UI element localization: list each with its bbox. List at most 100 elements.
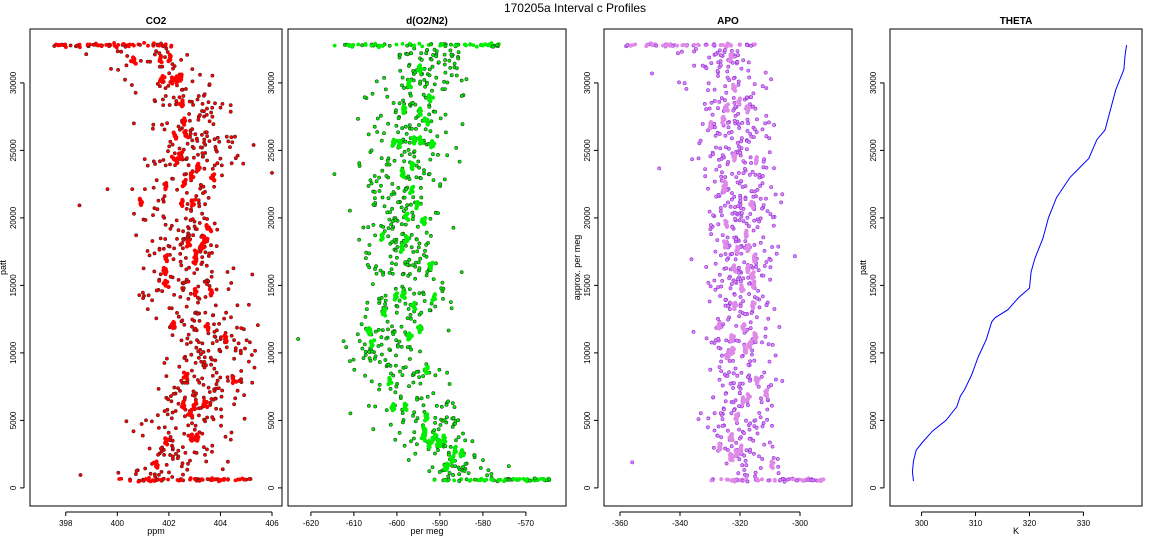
data-point bbox=[250, 380, 255, 385]
x-tick-label: 330 bbox=[1077, 519, 1091, 528]
data-point bbox=[407, 384, 411, 389]
data-point bbox=[196, 284, 201, 289]
data-point bbox=[219, 423, 223, 428]
data-point bbox=[401, 98, 406, 103]
data-point bbox=[755, 431, 760, 436]
data-point bbox=[154, 288, 159, 293]
data-point bbox=[145, 307, 150, 312]
data-point bbox=[733, 216, 738, 221]
data-point bbox=[746, 243, 751, 248]
data-point bbox=[347, 359, 352, 364]
data-point bbox=[432, 428, 437, 433]
data-point bbox=[762, 442, 767, 447]
data-point bbox=[726, 317, 731, 322]
data-point bbox=[443, 130, 448, 135]
data-point bbox=[738, 386, 743, 391]
x-tick-label: -300 bbox=[792, 519, 809, 528]
data-point bbox=[375, 116, 380, 121]
data-point bbox=[369, 148, 374, 153]
data-point bbox=[366, 184, 371, 188]
data-point bbox=[720, 213, 724, 218]
data-point bbox=[746, 362, 751, 367]
data-point bbox=[179, 338, 184, 343]
data-point bbox=[736, 82, 741, 87]
data-point bbox=[163, 163, 168, 168]
data-point bbox=[726, 428, 730, 433]
top-band-point bbox=[112, 41, 117, 45]
data-point bbox=[210, 166, 215, 171]
data-point bbox=[745, 147, 749, 152]
data-point bbox=[344, 345, 349, 350]
data-point bbox=[756, 268, 761, 273]
data-point bbox=[745, 263, 751, 268]
data-point bbox=[414, 237, 419, 242]
data-point bbox=[724, 90, 729, 95]
data-point bbox=[166, 149, 170, 154]
chart-title: CO2 bbox=[146, 16, 167, 27]
data-point bbox=[760, 181, 765, 186]
data-points bbox=[52, 41, 274, 484]
data-point bbox=[140, 433, 145, 438]
data-point bbox=[442, 418, 447, 423]
data-point bbox=[707, 55, 712, 60]
data-point bbox=[733, 448, 738, 453]
data-point bbox=[696, 417, 701, 422]
data-point bbox=[399, 153, 404, 158]
data-point bbox=[373, 233, 378, 238]
bottom-band-point bbox=[161, 476, 166, 481]
data-point bbox=[421, 432, 426, 437]
data-point bbox=[764, 260, 769, 264]
data-point bbox=[412, 154, 417, 159]
bottom-band-point bbox=[479, 476, 484, 481]
data-point bbox=[377, 360, 382, 364]
data-point bbox=[160, 97, 165, 102]
data-point bbox=[772, 307, 777, 311]
data-point bbox=[706, 416, 711, 421]
data-point bbox=[720, 170, 724, 175]
data-point bbox=[430, 152, 435, 157]
data-point bbox=[417, 375, 422, 380]
data-point bbox=[725, 102, 731, 107]
data-point bbox=[411, 380, 416, 385]
data-point bbox=[212, 334, 217, 339]
data-point bbox=[762, 370, 767, 375]
data-point bbox=[363, 256, 368, 261]
data-point bbox=[433, 415, 438, 420]
data-point bbox=[386, 327, 390, 332]
data-point bbox=[744, 221, 749, 226]
data-point bbox=[424, 230, 429, 235]
data-point bbox=[201, 184, 206, 189]
data-point bbox=[729, 333, 734, 338]
data-point bbox=[410, 217, 415, 222]
data-point bbox=[133, 472, 138, 477]
bottom-band-point bbox=[709, 478, 714, 483]
data-point bbox=[750, 169, 755, 174]
data-point bbox=[407, 287, 412, 292]
data-point bbox=[176, 124, 181, 129]
data-point bbox=[296, 337, 301, 341]
data-point bbox=[183, 87, 188, 91]
data-point bbox=[228, 103, 233, 108]
data-point bbox=[193, 326, 198, 331]
data-point bbox=[719, 253, 723, 258]
x-tick-label: -620 bbox=[303, 519, 320, 528]
data-point bbox=[397, 101, 402, 106]
data-point bbox=[206, 195, 211, 200]
data-point bbox=[212, 329, 217, 334]
data-point bbox=[379, 342, 384, 347]
data-point bbox=[428, 129, 433, 134]
data-point bbox=[453, 464, 458, 469]
data-point bbox=[436, 448, 440, 453]
data-point bbox=[196, 340, 201, 345]
data-point bbox=[489, 472, 494, 476]
data-point bbox=[168, 162, 172, 167]
data-point bbox=[175, 187, 180, 192]
top-band-point bbox=[121, 42, 126, 46]
data-point bbox=[418, 256, 423, 261]
data-point bbox=[734, 237, 739, 242]
data-point bbox=[730, 191, 734, 196]
data-point bbox=[413, 70, 418, 75]
data-point bbox=[179, 88, 184, 92]
data-point bbox=[396, 185, 401, 190]
